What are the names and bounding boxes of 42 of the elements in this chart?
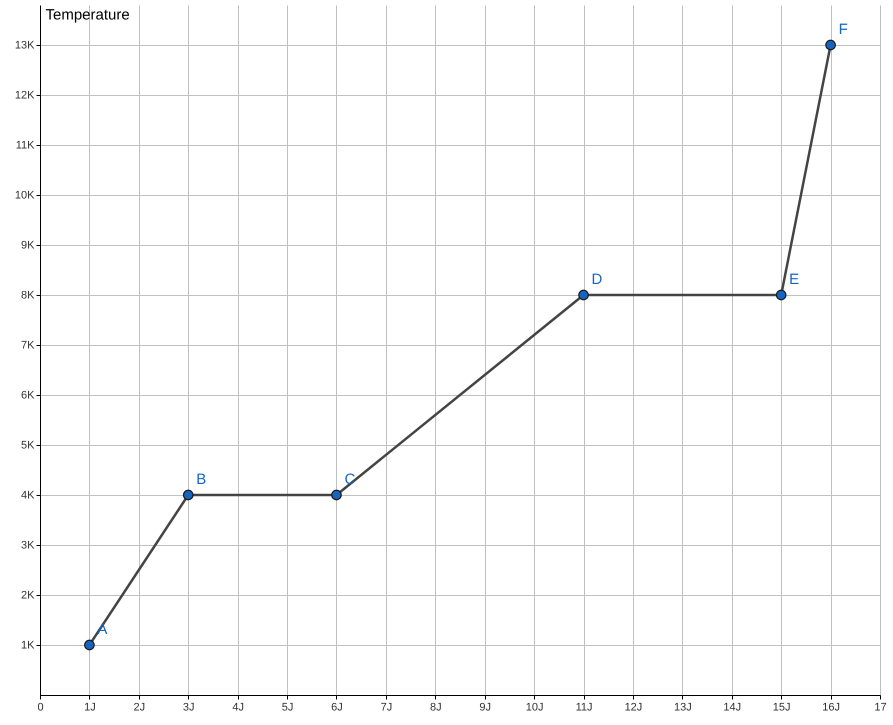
x-tick-label: 10J xyxy=(526,702,544,714)
annotation: F xyxy=(838,21,848,38)
y-tick-label: 6K xyxy=(21,390,36,402)
x-tick-label: 14J xyxy=(723,702,742,714)
y-tick-label: 7K xyxy=(21,340,36,352)
x-tick-label: 3J xyxy=(182,702,195,714)
x-tick-label: 17 xyxy=(874,702,887,714)
annotation: B xyxy=(196,471,206,488)
y-axis-title: Temperature xyxy=(46,6,130,24)
x-tick-label: 7J xyxy=(380,702,392,714)
x-tick-label: 6J xyxy=(331,702,343,714)
y-tick-label: 8K xyxy=(21,290,36,302)
x-tick-label: 16J xyxy=(822,702,840,714)
x-tick-label: 8J xyxy=(430,702,442,714)
x-tick-label: 15J xyxy=(772,702,791,714)
y-tick-label: 3K xyxy=(21,540,36,552)
point xyxy=(84,640,95,650)
x-tick-label: 2J xyxy=(134,702,146,714)
x-tick-label: 1J xyxy=(84,702,96,714)
y-tick-label: 12K xyxy=(14,90,36,102)
x-tick-label: 5J xyxy=(282,702,294,714)
y-tick-label: 10K xyxy=(14,190,36,202)
x-tick-label: 0 xyxy=(37,702,44,714)
point xyxy=(578,290,589,300)
annotation: E xyxy=(789,271,800,288)
point xyxy=(182,490,194,500)
point xyxy=(776,290,787,300)
x-tick-label: 13J xyxy=(674,702,692,714)
y-tick-label: 5K xyxy=(21,440,36,452)
x-tick-label: 9J xyxy=(479,702,492,714)
y-tick-label: 1K xyxy=(21,640,36,652)
x-tick-label: 11J xyxy=(576,702,592,714)
point xyxy=(825,40,836,50)
x-tick-label: 4J xyxy=(232,702,244,714)
point xyxy=(331,490,342,500)
y-tick-label: 4K xyxy=(21,490,36,502)
x-tick-label: 12J xyxy=(624,702,642,714)
y-tick-label: 2K xyxy=(21,590,36,602)
y-tick-label: 9K xyxy=(21,240,36,252)
annotation: D xyxy=(592,271,603,288)
y-tick-label: 11K xyxy=(16,140,36,152)
y-tick-label: 13K xyxy=(14,40,36,52)
